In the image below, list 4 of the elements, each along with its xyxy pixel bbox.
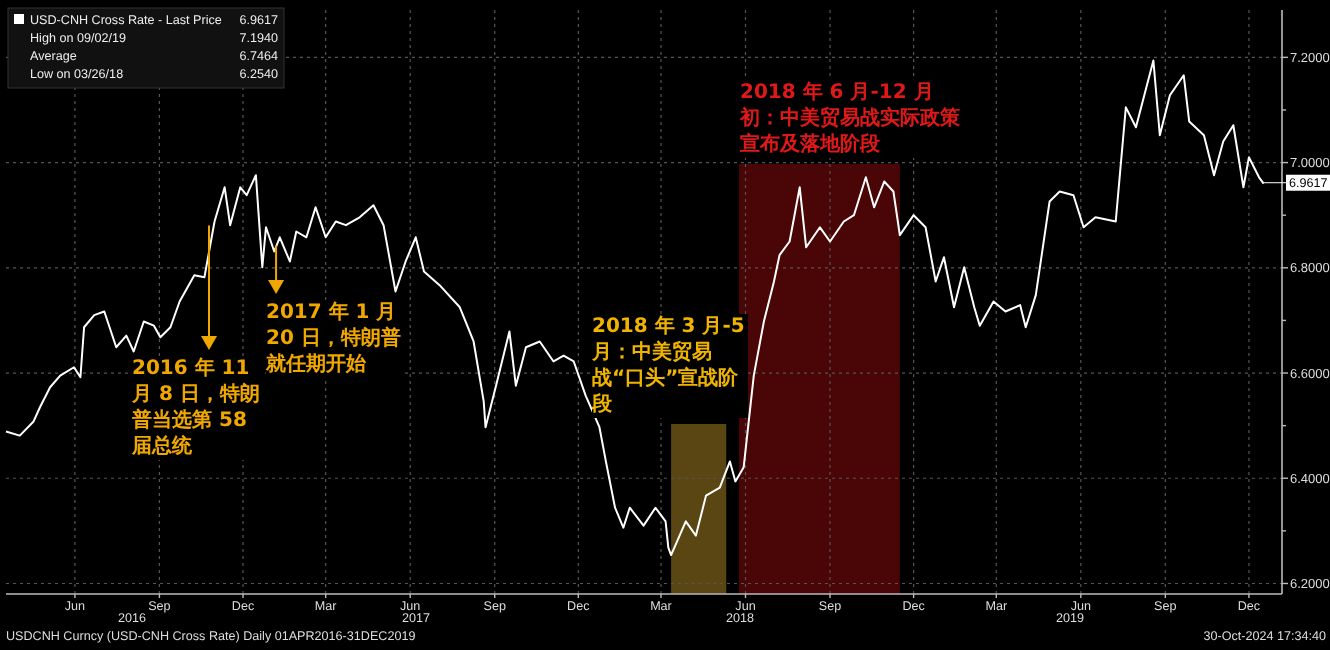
band-label: 2018 年 6 月-12 月初：中美贸易战实际政策宣布及落地阶段: [740, 80, 964, 158]
annotation: 2016 年 11 月 8 日，特朗普当选第 58 届总统: [132, 356, 264, 460]
annotation: 2017 年 1 月 20 日，特朗普就任期开始: [266, 300, 402, 378]
band-label: 2018 年 3 月-5 月：中美贸易战“口头”宣战阶段: [592, 314, 748, 418]
